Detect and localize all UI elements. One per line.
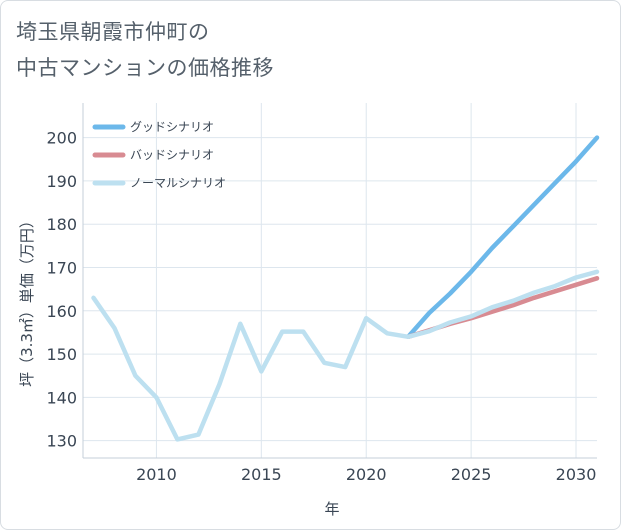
y-tick-label: 140	[46, 388, 77, 407]
x-tick-label: 2025	[451, 465, 492, 484]
page-title-line2: 中古マンションの価格推移	[16, 56, 274, 80]
y-tick-label: 190	[46, 172, 77, 191]
tick-labels: 130 140 150 160 170 180 190 200 2010 2015 2020 2025…	[46, 129, 596, 484]
legend-item-good[interactable]: グッドシナリオ	[92, 120, 214, 134]
grid	[83, 103, 597, 458]
legend-label-bad: バッドシナリオ	[130, 148, 214, 162]
y-tick-label: 170	[46, 259, 77, 278]
axes	[82, 103, 597, 459]
y-tick-label: 160	[46, 302, 77, 321]
legend-label-normal: ノーマルシナリオ	[130, 176, 226, 190]
page-title-line1: 埼玉県朝霞市仲町の	[16, 20, 210, 44]
legend-label-good: グッドシナリオ	[130, 120, 214, 134]
legend-item-normal[interactable]: ノーマルシナリオ	[92, 176, 226, 190]
y-tick-label: 150	[46, 345, 77, 364]
y-tick-label: 130	[46, 432, 77, 451]
page-title: 埼玉県朝霞市仲町の 中古マンションの価格推移	[16, 14, 274, 86]
series-lines	[91, 135, 600, 442]
y-axis-title: 坪（3.3㎡）単価（万円）	[18, 213, 36, 387]
series-line-good[interactable]	[405, 135, 600, 340]
x-axis-title: 年	[324, 500, 339, 518]
legend: グッドシナリオ バッドシナリオ ノーマルシナリオ	[92, 120, 226, 190]
y-tick-label: 200	[46, 129, 77, 148]
series-line-normal[interactable]	[91, 269, 600, 442]
x-tick-label: 2010	[136, 465, 177, 484]
x-tick-label: 2015	[241, 465, 282, 484]
x-tick-label: 2020	[346, 465, 387, 484]
x-tick-label: 2030	[556, 465, 597, 484]
legend-item-bad[interactable]: バッドシナリオ	[92, 148, 214, 162]
y-tick-label: 180	[46, 215, 77, 234]
